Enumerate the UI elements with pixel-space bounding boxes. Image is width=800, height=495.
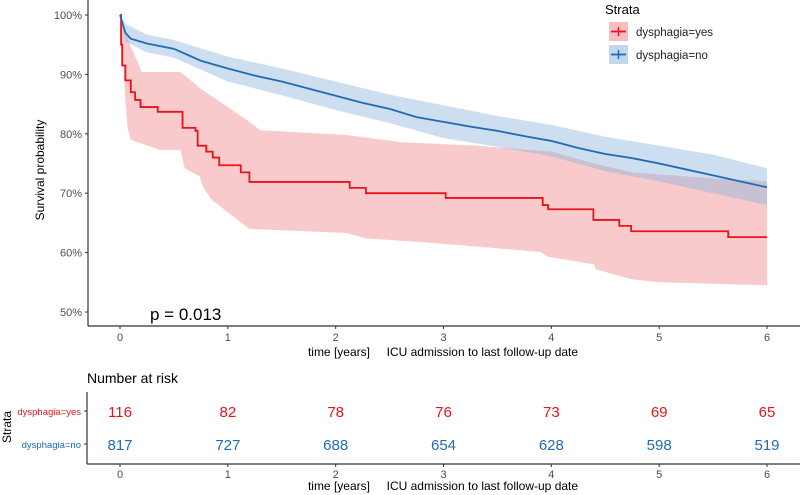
confidence-band-no bbox=[120, 15, 767, 206]
risk-count: 628 bbox=[539, 437, 564, 454]
risk-table-ylabel: Strata bbox=[0, 411, 14, 443]
risk-count: 82 bbox=[219, 404, 236, 421]
risk-x-tick-label: 4 bbox=[548, 469, 554, 481]
y-tick-label: 60% bbox=[60, 248, 82, 260]
risk-count: 598 bbox=[647, 437, 672, 454]
legend-label: dysphagia=no bbox=[636, 50, 708, 62]
y-tick-label: 90% bbox=[60, 69, 82, 81]
x-tick-label: 0 bbox=[117, 332, 123, 344]
x-tick-label: 1 bbox=[225, 332, 231, 344]
survival-curve-yes bbox=[120, 14, 767, 239]
y-tick-label: 80% bbox=[60, 129, 82, 141]
survival-curves bbox=[119, 14, 768, 239]
risk-count: 654 bbox=[431, 437, 456, 454]
risk-x-axis-label: time [years] ICU admission to last follo… bbox=[308, 479, 578, 493]
legend-title: Strata bbox=[605, 2, 640, 17]
x-tick-label: 5 bbox=[656, 332, 662, 344]
p-value-annotation: p = 0.013 bbox=[150, 305, 221, 324]
risk-count: 116 bbox=[108, 404, 132, 421]
risk-x-tick-label: 1 bbox=[225, 469, 231, 481]
confidence-bands bbox=[120, 15, 767, 286]
y-tick-label: 100% bbox=[54, 10, 82, 22]
x-ticks: 0 1 2 3 4 5 6 bbox=[117, 326, 770, 344]
risk-count: 76 bbox=[435, 404, 452, 421]
risk-count: 688 bbox=[323, 437, 348, 454]
y-axis-label: Survival probability bbox=[33, 120, 47, 221]
risk-x-tick-label: 6 bbox=[764, 469, 770, 481]
risk-count: 817 bbox=[107, 437, 132, 454]
risk-count: 65 bbox=[759, 404, 776, 421]
risk-count: 727 bbox=[215, 437, 240, 454]
y-tick-label: 50% bbox=[60, 307, 82, 319]
risk-count: 73 bbox=[543, 404, 560, 421]
legend: Strata dysphagia=yes dysphagia=no bbox=[605, 2, 713, 64]
y-ticks: 100% 90% 80% 70% 60% 50% bbox=[54, 10, 88, 319]
x-tick-label: 3 bbox=[440, 332, 446, 344]
risk-x-tick-label: 2 bbox=[333, 469, 339, 481]
risk-count: 69 bbox=[651, 404, 668, 421]
risk-x-tick-label: 3 bbox=[440, 469, 446, 481]
risk-count: 519 bbox=[754, 437, 779, 454]
risk-table-title: Number at risk bbox=[87, 370, 179, 386]
y-tick-label: 70% bbox=[60, 188, 82, 200]
legend-label: dysphagia=yes bbox=[636, 27, 713, 39]
x-tick-label: 6 bbox=[764, 332, 770, 344]
risk-x-tick-label: 0 bbox=[117, 469, 123, 481]
confidence-band-yes bbox=[120, 15, 767, 286]
risk-count: 78 bbox=[327, 404, 344, 421]
x-tick-label: 4 bbox=[548, 332, 554, 344]
survival-curve-no bbox=[119, 14, 768, 189]
risk-x-tick-label: 5 bbox=[656, 469, 662, 481]
x-tick-label: 2 bbox=[333, 332, 339, 344]
risk-row-label: dysphagia=no bbox=[22, 440, 81, 451]
risk-row-label: dysphagia=yes bbox=[17, 407, 81, 418]
x-axis-label: time [years] ICU admission to last follo… bbox=[308, 345, 578, 359]
